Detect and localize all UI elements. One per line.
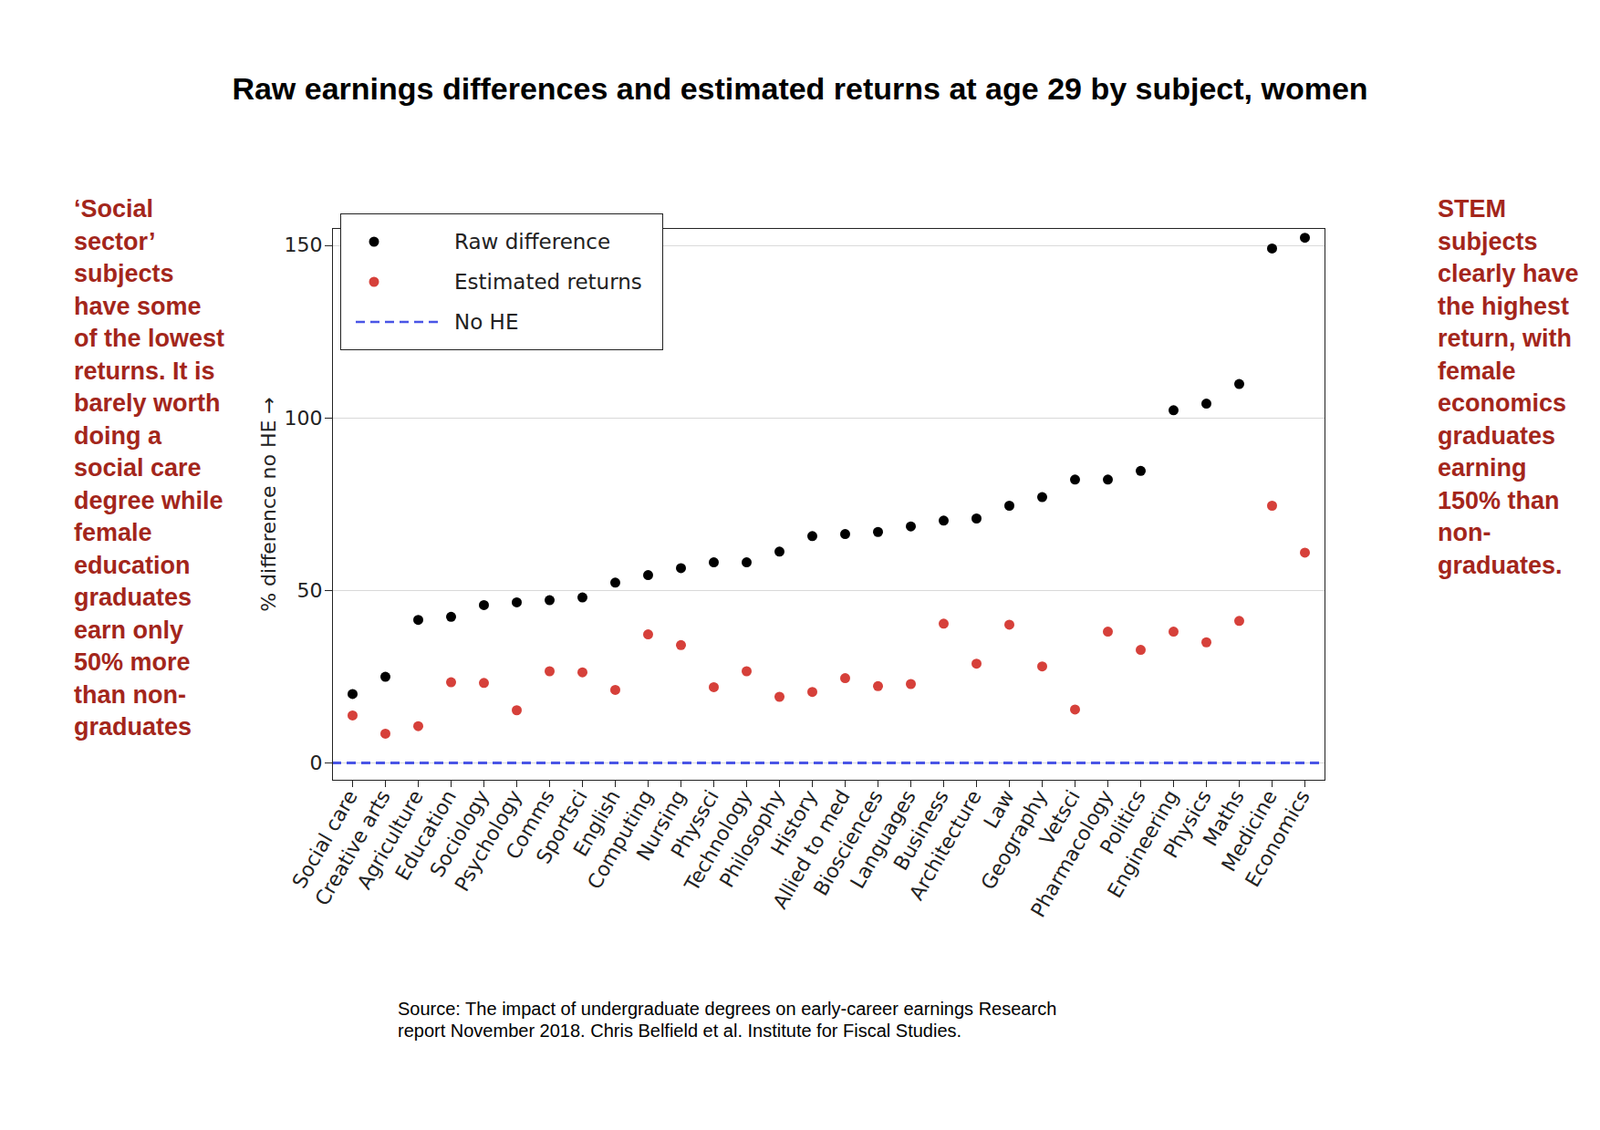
svg-text:Vetsci: Vetsci xyxy=(1035,786,1085,850)
html-text:Raw difference: Raw difference xyxy=(454,229,611,254)
html-text:Estimated returns: Estimated returns xyxy=(454,270,643,294)
svg-text:Technology: Technology xyxy=(680,786,757,896)
html-text:STEM subjects clearly have the: STEM subjects clearly have the highest r… xyxy=(1437,195,1579,579)
svg-text:% difference no HE →: % difference no HE → xyxy=(257,396,281,613)
svg-text:Physics: Physics xyxy=(1159,786,1216,863)
svg-text:Law: Law xyxy=(979,786,1019,833)
html-text:Raw earnings differences and e: Raw earnings differences and estimated r… xyxy=(232,71,1368,106)
svg-text:Creative arts: Creative arts xyxy=(310,786,395,910)
svg-text:Agriculture: Agriculture xyxy=(352,786,428,894)
svg-text:Computing: Computing xyxy=(582,786,658,894)
svg-text:100: 100 xyxy=(284,406,323,430)
html-text:Source: The impact of undergra: Source: The impact of undergraduate degr… xyxy=(397,998,1057,1041)
svg-text:Engineering: Engineering xyxy=(1103,786,1184,902)
svg-text:Allied to med: Allied to med xyxy=(768,786,855,914)
svg-text:Physsci: Physsci xyxy=(666,786,724,863)
svg-text:Politics: Politics xyxy=(1095,786,1151,859)
svg-text:Social care: Social care xyxy=(287,786,363,893)
svg-text:Philosophy: Philosophy xyxy=(715,786,789,892)
svg-text:150: 150 xyxy=(284,233,323,257)
svg-text:50: 50 xyxy=(297,579,323,603)
svg-text:Biosciences: Biosciences xyxy=(808,786,888,900)
svg-text:History: History xyxy=(766,786,822,860)
html-text:No HE: No HE xyxy=(454,310,519,334)
svg-text:0: 0 xyxy=(310,751,323,775)
svg-text:Languages: Languages xyxy=(845,786,921,893)
svg-text:Comms: Comms xyxy=(501,786,560,864)
svg-text:Economics: Economics xyxy=(1240,786,1315,892)
svg-text:Education: Education xyxy=(390,786,461,885)
svg-text:Architecture: Architecture xyxy=(904,786,987,904)
html-text:‘Social sector’ subjects have: ‘Social sector’ subjects have some of th… xyxy=(73,195,225,741)
svg-text:Medicine: Medicine xyxy=(1216,786,1282,876)
svg-text:Sportsci: Sportsci xyxy=(531,786,592,868)
svg-text:Psychology: Psychology xyxy=(450,786,527,896)
svg-text:Sociology: Sociology xyxy=(425,786,494,882)
svg-text:Business: Business xyxy=(889,786,954,875)
svg-text:Maths: Maths xyxy=(1198,786,1249,851)
svg-text:Pharmacology: Pharmacology xyxy=(1026,786,1118,922)
svg-text:Geography: Geography xyxy=(976,786,1052,894)
svg-text:English: English xyxy=(568,786,625,861)
svg-text:Nursing: Nursing xyxy=(631,786,691,865)
